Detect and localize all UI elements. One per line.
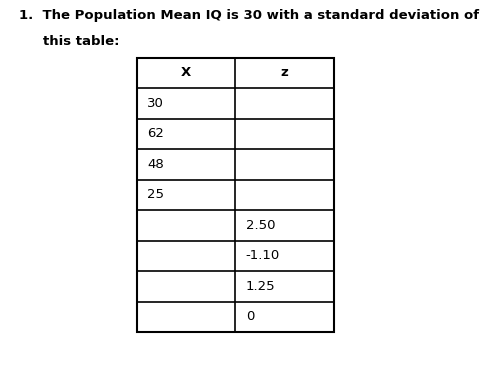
Text: 30: 30 <box>147 97 164 110</box>
Text: 62: 62 <box>147 128 164 140</box>
Text: 2.50: 2.50 <box>246 219 275 232</box>
Text: 48: 48 <box>147 158 164 171</box>
Text: 25: 25 <box>147 189 164 201</box>
Text: 1.25: 1.25 <box>246 280 276 293</box>
Text: 1.  The Population Mean IQ is 30 with a standard deviation of 5. Fill in the mis: 1. The Population Mean IQ is 30 with a s… <box>19 9 480 22</box>
Text: this table:: this table: <box>43 35 120 48</box>
Text: 0: 0 <box>246 311 254 323</box>
Text: z: z <box>280 67 288 79</box>
Text: X: X <box>181 67 191 79</box>
Text: -1.10: -1.10 <box>246 250 280 262</box>
